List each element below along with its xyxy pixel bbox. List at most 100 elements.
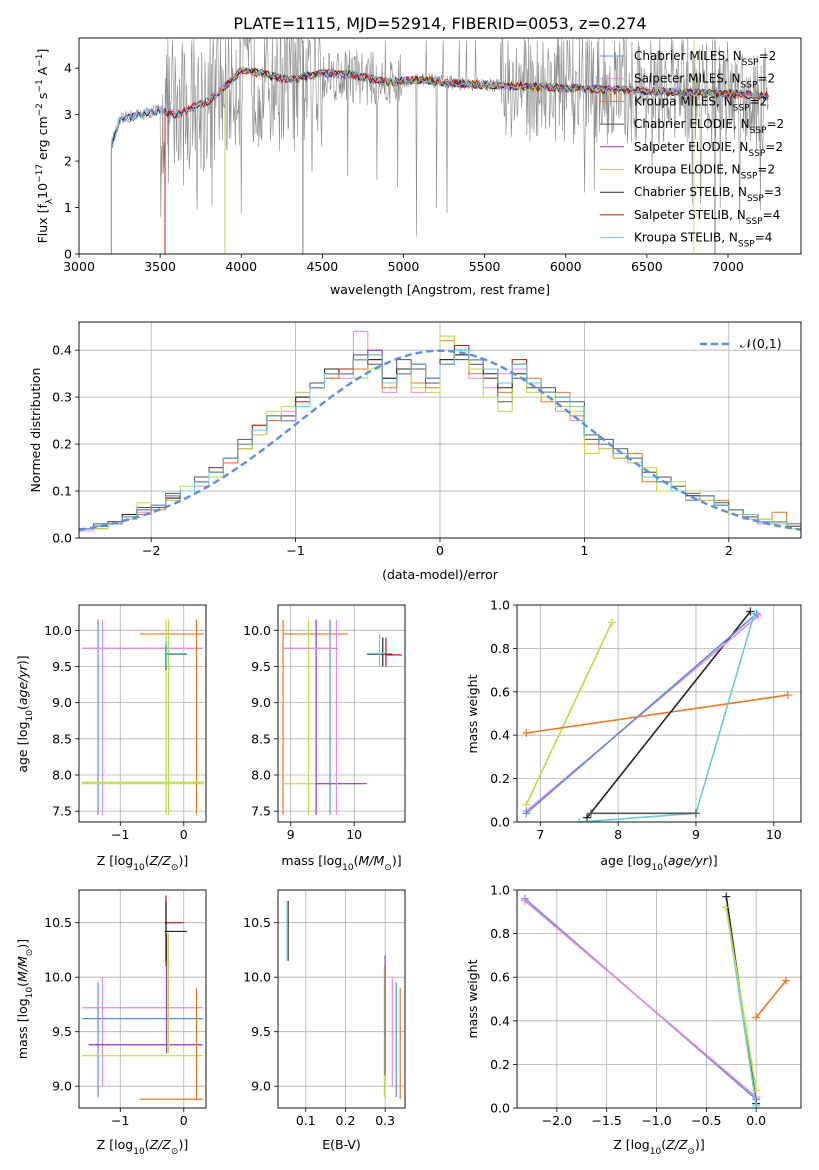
spectrum-ylabel-part: ] <box>35 49 50 54</box>
legend-label-kroupa_stelib-part: Kroupa STELIB, N <box>634 231 738 245</box>
weight-age-line-kroupa_elodie <box>525 622 613 805</box>
weight-age-point-chabrier_miles <box>522 809 531 818</box>
age-z-axes-ytick-label: 9.0 <box>52 695 72 710</box>
legend-gaussian-label: 𝒩(0,1) <box>740 336 782 351</box>
weight-age-xlabel-part: ( <box>663 853 668 868</box>
spectrum-axes-xtick-label: 3000 <box>63 259 95 274</box>
residual-axes-xtick-label: −2 <box>142 543 160 558</box>
residual-axes-ytick-label: 0.3 <box>52 390 72 405</box>
weight-age-axes-xtick-label: 7 <box>536 827 544 842</box>
age-z-axes: −1 0 7.5 8.0 8.5 9.0 9.5 10.0 <box>44 604 207 842</box>
weight-z-point-kroupa_elodie <box>752 1086 761 1095</box>
weight-age-ylabel: mass weight <box>465 674 480 753</box>
age-z-axes-xtick-label: 0 <box>180 827 188 842</box>
residual-axes-xtick-label: −1 <box>286 543 304 558</box>
weight-z-point-kroupa_miles <box>752 1013 761 1022</box>
age-mass-axes-xtick-label: 9 <box>287 827 295 842</box>
weight-z-point-chabrier_stelib <box>722 892 731 901</box>
weight-z-axes-xtick-label: −1.0 <box>641 1113 671 1128</box>
mass-ebv-axes-ytick-label: 9.0 <box>251 1079 271 1094</box>
spectrum-ylabel-part: 10 <box>35 183 50 199</box>
mass-z-axes-xtick-label: 0 <box>180 1113 188 1128</box>
spectrum-axes-ytick-label: 2 <box>64 154 72 169</box>
legend-label-kroupa_stelib-part: =4 <box>755 231 773 245</box>
weight-z-line-kroupa_miles <box>755 979 787 1019</box>
spectrum-xlabel: wavelength [Angstrom, rest frame] <box>330 282 550 297</box>
gaussian-reference-line <box>79 349 801 531</box>
weight-age-xlabel-part: 10 <box>652 863 664 873</box>
spectrum-ylabel-part: −1 <box>35 54 45 67</box>
weight-age-plot-area <box>522 607 792 822</box>
age-z-axes-ytick-label: 9.5 <box>52 659 72 674</box>
spectrum-plot-area <box>110 38 770 254</box>
legend-label-chabrier_stelib: Chabrier STELIB, NSSP=3 <box>634 185 782 204</box>
weight-z-xlabel: Z [log10(Z/Z⊙)] <box>613 1137 704 1157</box>
legend-label-salpeter_stelib-part: SSP <box>746 217 763 227</box>
spectrum-ylabel-part: erg cm <box>35 116 50 164</box>
age-mass-axes-ytick-label: 8.5 <box>251 731 271 746</box>
spectrum-axes-ytick-label: 3 <box>64 107 72 122</box>
age-mass-axes-frame <box>277 604 406 823</box>
weight-z-axes-ytick-label: 0.8 <box>490 926 510 941</box>
legend-label-chabrier_miles-part: Chabrier MILES, N <box>634 49 742 63</box>
legend-label-salpeter_miles-part: =2 <box>757 72 775 86</box>
spectrum-axes-xtick-label: 5000 <box>388 259 420 274</box>
legend-label-chabrier_stelib-part: SSP <box>747 194 764 204</box>
mass-z-ylabel: mass [log10(M/M⊙)] <box>15 939 35 1059</box>
mass-z-axes-ytick-label: 10.5 <box>44 915 72 930</box>
legend-label-salpeter_elodie-part: Salpeter ELODIE, N <box>634 140 748 154</box>
weight-age-line-kroupa_miles <box>526 694 788 734</box>
mass-ebv-axes-ytick-label: 10.0 <box>243 970 271 985</box>
legend-label-kroupa_miles-part: SSP <box>733 103 750 113</box>
weight-age-axes-ytick-label: 0.8 <box>490 641 510 656</box>
legend-label-chabrier_elodie-part: SSP <box>750 126 767 136</box>
weight-z-point-kroupa_miles <box>782 976 791 985</box>
legend-label-salpeter_miles: Salpeter MILES, NSSP=2 <box>634 72 775 91</box>
weight-z-xlabel-part: )] <box>695 1137 705 1152</box>
mass-ebv-axes: 0.1 0.2 0.3 9.0 9.5 10.0 10.5 E(B-V) <box>243 889 406 1152</box>
weight-z-xlabel-part: ( <box>661 1137 666 1152</box>
legend-label-salpeter_stelib-part: Salpeter STELIB, N <box>634 208 746 222</box>
weight-z-point-salpeter_miles <box>520 896 529 905</box>
spectrum-ylabel-part: −1 <box>35 79 45 92</box>
age-z-ylabel-part: ( <box>15 705 30 710</box>
age-z-axes-ytick-label: 7.5 <box>52 804 72 819</box>
spectrum-axes-ytick-label: 4 <box>64 61 72 76</box>
age-mass-xlabel-part: mass [log <box>281 853 342 868</box>
age-mass-axes-xtick-label: 10 <box>346 827 362 842</box>
mass-z-axes-ytick-label: 9.0 <box>52 1079 72 1094</box>
residual-axes-xtick-label: 2 <box>725 543 733 558</box>
age-mass-xlabel: mass [log10(M/M⊙)] <box>281 853 401 873</box>
age-mass-axes-ytick-label: 7.5 <box>251 804 271 819</box>
mass-ebv-xlabel: E(B-V) <box>322 1137 361 1152</box>
weight-age-point-kroupa_stelib <box>750 609 759 618</box>
weight-age-point-kroupa_miles <box>783 691 792 700</box>
weight-age-xlabel-part: age [log <box>600 853 651 868</box>
weight-z-axes-xtick-label: −1.5 <box>592 1113 622 1128</box>
weight-z-plot-area <box>520 892 791 1108</box>
mass-z-ylabel-part: )] <box>15 939 30 949</box>
weight-age-point-chabrier_stelib <box>583 813 592 822</box>
weight-age-point-kroupa_elodie <box>607 618 616 627</box>
weight-z-point-kroupa_elodie <box>722 903 731 912</box>
spectrum-axes-xtick-label: 4500 <box>306 259 338 274</box>
weight-age-xlabel-part: )] <box>708 853 718 868</box>
legend-label-kroupa_stelib: Kroupa STELIB, NSSP=4 <box>634 231 772 250</box>
legend-label-kroupa_elodie-part: Kroupa ELODIE, N <box>634 163 741 177</box>
weight-z-axes: −2.0 −1.5 −1.0 −0.5 0.0 0.0 0.2 0.4 0.6 0.8 1.0 mas… <box>465 883 802 1128</box>
mass-ebv-axes-ytick-label: 10.5 <box>243 915 271 930</box>
age-z-xlabel-part: 10 <box>133 863 145 873</box>
spectrum-axes-xtick-label: 5500 <box>469 259 501 274</box>
weight-z-axes-xtick-label: −0.5 <box>691 1113 721 1128</box>
age-z-xlabel-part: Z/Z <box>149 853 172 868</box>
residual-axes-xtick-label: 1 <box>580 543 588 558</box>
age-z-xlabel-part: Z [log <box>97 853 133 868</box>
legend-label-chabrier_miles-part: SSP <box>742 58 759 68</box>
age-mass-xlabel-part: ( <box>354 853 359 868</box>
mass-ebv-axes-frame <box>277 889 406 1109</box>
residual-axes-ytick-label: 0.4 <box>52 343 72 358</box>
legend-label-kroupa_elodie: Kroupa ELODIE, NSSP=2 <box>634 163 775 182</box>
residual-axes-ytick-label: 0.1 <box>52 484 72 499</box>
weight-z-axes-ytick-label: 0.0 <box>490 1101 510 1116</box>
